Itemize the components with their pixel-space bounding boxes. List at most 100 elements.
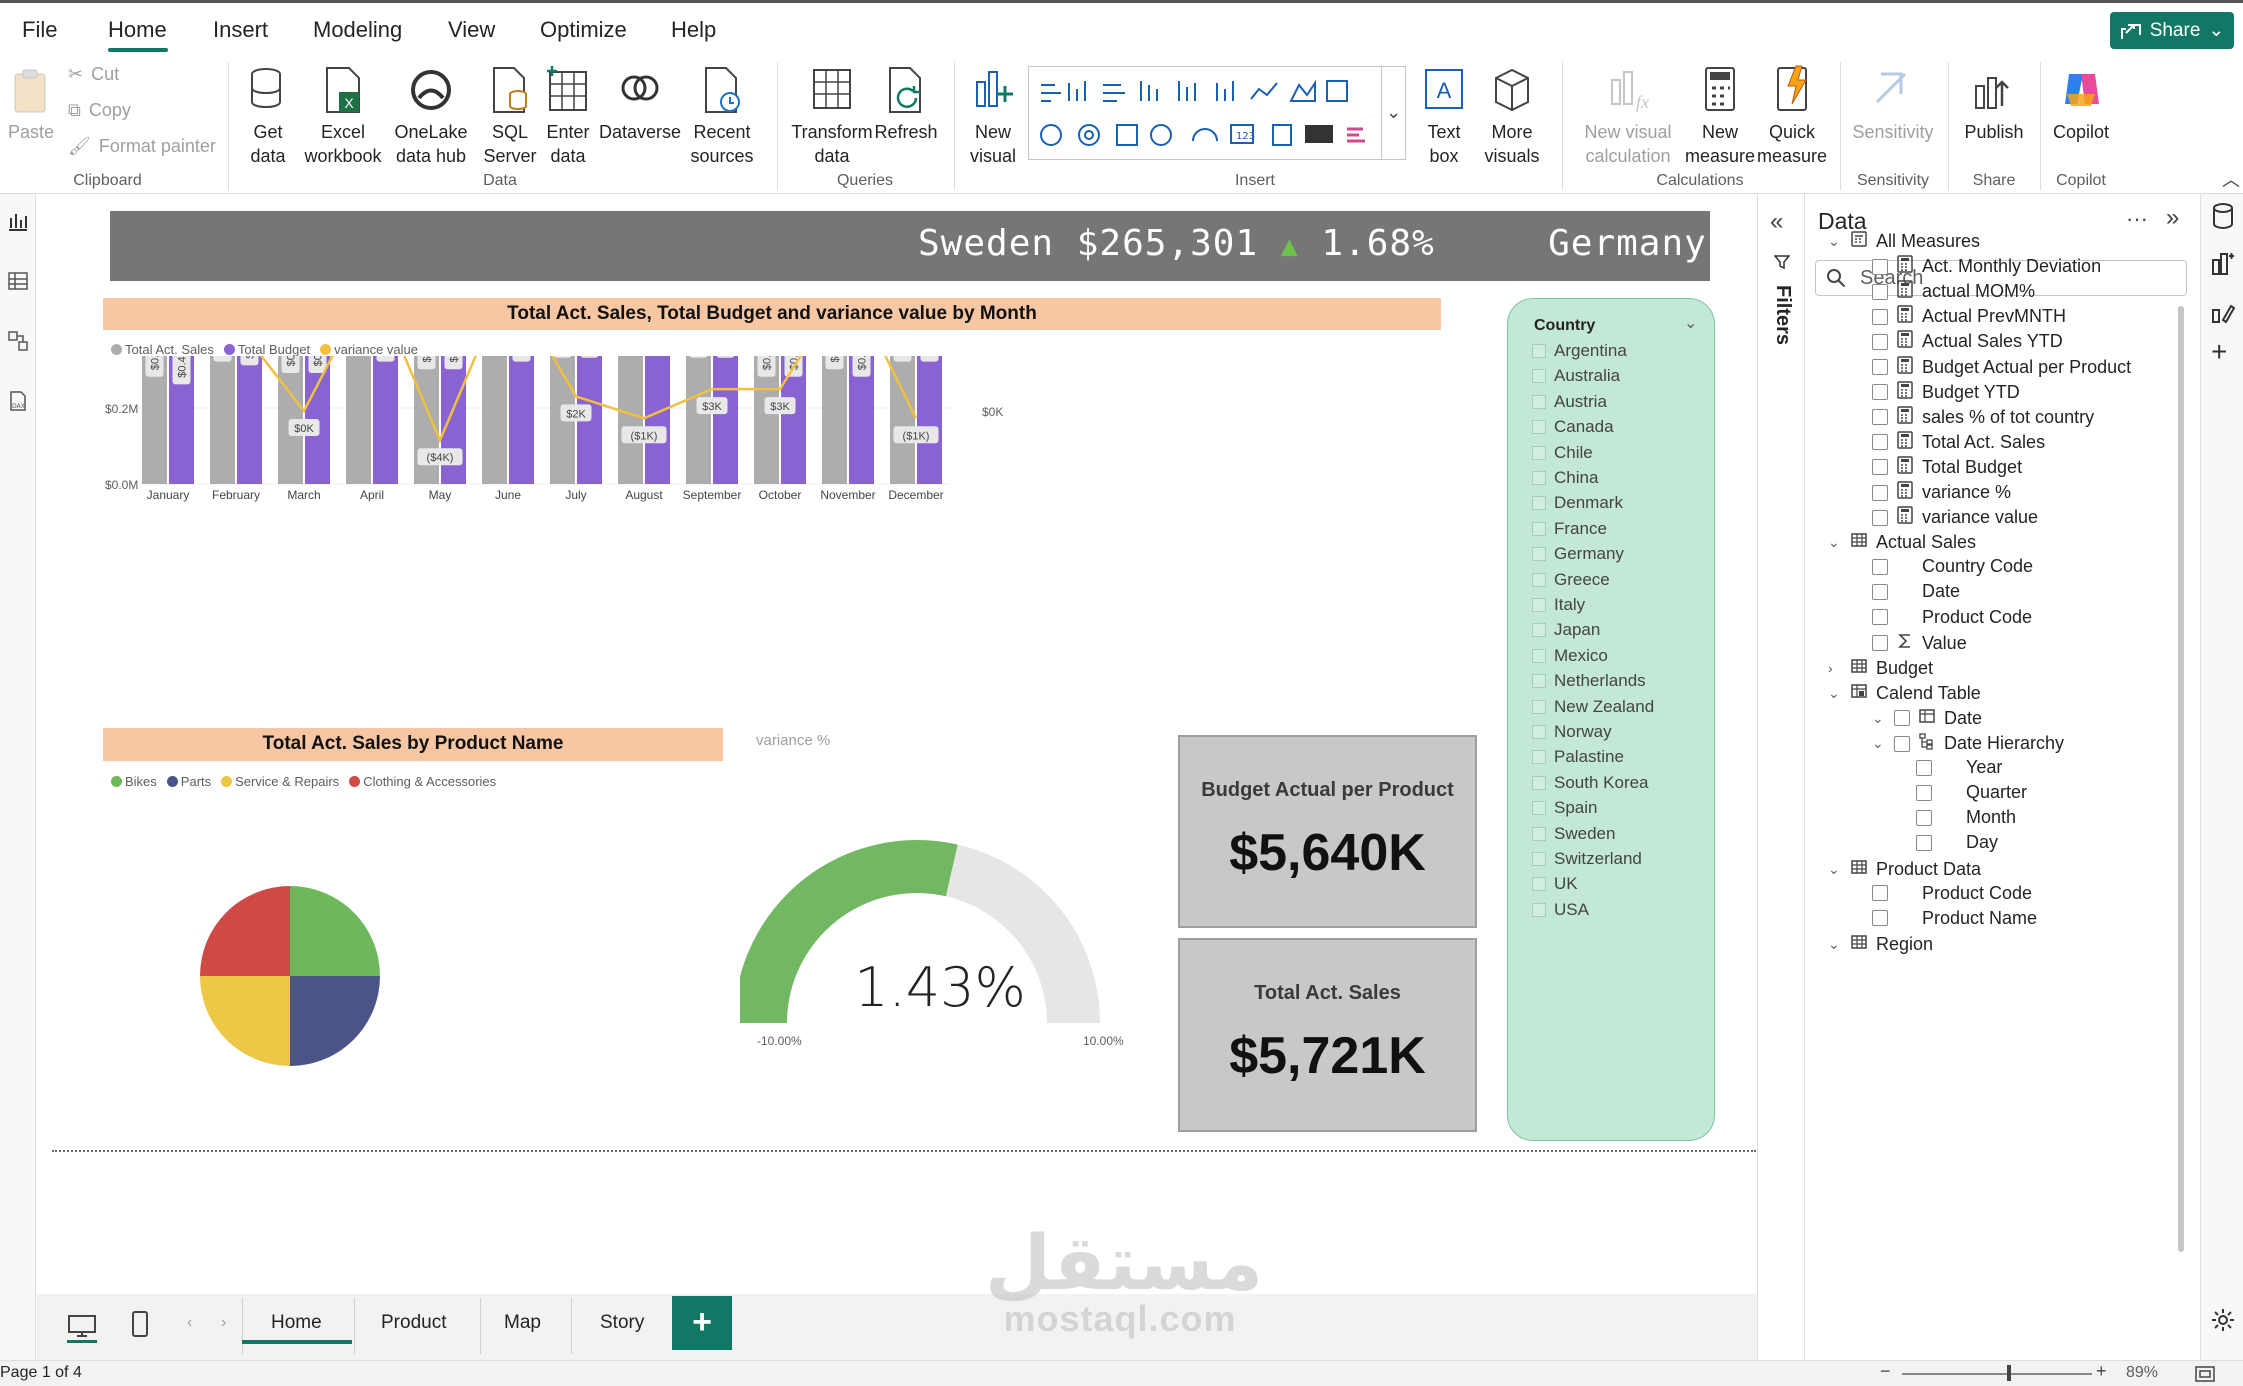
variance-value-line[interactable] xyxy=(168,356,918,444)
field-checkbox[interactable] xyxy=(1872,558,1888,575)
pie-slice[interactable] xyxy=(290,976,380,1066)
slicer-checkbox[interactable] xyxy=(1532,572,1546,587)
slicer-item[interactable]: Switzerland xyxy=(1532,849,1642,869)
zoom-in-icon[interactable]: + xyxy=(2096,1361,2107,1381)
add-pane-plus-icon[interactable]: + xyxy=(2211,336,2228,367)
sensitivity-button[interactable]: Sensitivity xyxy=(1848,64,1938,144)
slicer-checkbox[interactable] xyxy=(1532,496,1546,511)
menu-modeling[interactable]: Modeling xyxy=(313,17,403,42)
page-tab-map[interactable]: Map xyxy=(504,1312,541,1333)
slicer-checkbox[interactable] xyxy=(1532,852,1546,866)
data-pane-scrollbar[interactable] xyxy=(2178,306,2184,1252)
slicer-item[interactable]: Austria xyxy=(1532,392,1607,412)
data-tree-item[interactable]: ⌄ Date Hierarchy xyxy=(1872,732,2064,755)
desktop-layout-icon[interactable] xyxy=(67,1314,97,1338)
legend-item[interactable]: Clothing & Accessories xyxy=(349,774,496,789)
data-tree-item[interactable]: Actual PrevMNTH xyxy=(1872,305,2066,328)
new-visual-calculation-button[interactable]: fx New visual calculation xyxy=(1578,64,1678,168)
chevron-right-icon[interactable]: › xyxy=(1828,660,1833,677)
data-tree-item[interactable]: Value xyxy=(1872,632,1967,655)
field-checkbox[interactable] xyxy=(1872,583,1888,600)
bar-total-act-sales[interactable] xyxy=(482,356,507,484)
legend-item[interactable]: Total Act. Sales xyxy=(111,342,214,357)
chevron-down-icon[interactable]: ⌄ xyxy=(1872,735,1884,751)
chevron-down-icon[interactable]: ⌄ xyxy=(1828,935,1840,952)
data-tree-item[interactable]: variance value xyxy=(1872,506,2038,529)
report-view-icon[interactable] xyxy=(7,210,29,232)
paste-button[interactable]: Paste xyxy=(6,66,56,144)
legend-item[interactable]: Parts xyxy=(166,774,211,789)
zoom-slider-thumb[interactable] xyxy=(2007,1365,2011,1381)
build-visual-icon[interactable] xyxy=(2211,250,2235,276)
data-tree-item[interactable]: variance % xyxy=(1872,481,2011,504)
data-tree-item[interactable]: Quarter xyxy=(1916,782,2027,803)
slicer-item[interactable]: Japan xyxy=(1532,620,1600,640)
next-page-chevron-icon[interactable]: › xyxy=(221,1314,227,1331)
slicer-checkbox[interactable] xyxy=(1532,547,1546,562)
bar-total-act-sales[interactable] xyxy=(618,356,643,484)
slicer-checkbox[interactable] xyxy=(1532,394,1546,409)
slicer-item[interactable]: Argentina xyxy=(1532,341,1627,361)
format-visual-icon[interactable] xyxy=(2211,298,2235,324)
text-box-button[interactable]: A Text box xyxy=(1414,64,1474,168)
bar-total-act-sales[interactable] xyxy=(822,356,847,484)
field-checkbox[interactable] xyxy=(1872,283,1888,300)
field-checkbox[interactable] xyxy=(1872,384,1888,401)
slicer-checkbox[interactable] xyxy=(1532,344,1546,358)
data-tree-item[interactable]: ⌄ All Measures xyxy=(1828,230,1980,253)
bar-total-act-sales[interactable] xyxy=(686,356,711,484)
get-data-button[interactable]: Get data xyxy=(238,64,298,168)
gauge-chart[interactable] xyxy=(740,830,1140,1080)
data-tree-item[interactable]: ⌄ Product Data xyxy=(1828,858,1981,881)
menu-help[interactable]: Help xyxy=(671,17,717,42)
sql-server-button[interactable]: SQL Server xyxy=(482,64,538,168)
collapse-ribbon-chevron-icon[interactable]: ︿ xyxy=(2222,170,2240,190)
share-button[interactable]: Share ⌄ xyxy=(2110,12,2234,49)
bar-total-budget[interactable] xyxy=(237,356,262,484)
field-checkbox[interactable] xyxy=(1894,735,1910,752)
field-checkbox[interactable] xyxy=(1872,484,1888,501)
field-checkbox[interactable] xyxy=(1916,834,1932,851)
chevron-down-icon[interactable]: ⌄ xyxy=(1828,860,1840,877)
copilot-button[interactable]: Copilot xyxy=(2048,64,2114,144)
field-checkbox[interactable] xyxy=(1872,635,1888,652)
chevron-down-icon[interactable]: ⌄ xyxy=(1684,315,1698,332)
data-tree-item[interactable]: Total Act. Sales xyxy=(1872,431,2045,454)
add-page-button[interactable]: + xyxy=(672,1296,732,1350)
bar-total-act-sales[interactable] xyxy=(142,356,167,484)
data-tree-item[interactable]: › Budget xyxy=(1828,657,1933,680)
field-checkbox[interactable] xyxy=(1872,434,1888,451)
slicer-item[interactable]: Spain xyxy=(1532,798,1597,818)
slicer-item[interactable]: New Zealand xyxy=(1532,697,1654,717)
page-tab-product[interactable]: Product xyxy=(381,1312,447,1333)
chevron-down-icon[interactable]: ⌄ xyxy=(1828,233,1840,249)
menu-insert[interactable]: Insert xyxy=(213,17,269,42)
slicer-checkbox[interactable] xyxy=(1532,445,1546,460)
field-checkbox[interactable] xyxy=(1872,885,1888,902)
new-visual-button[interactable]: New visual xyxy=(962,64,1024,168)
slicer-item[interactable]: Chile xyxy=(1532,443,1593,463)
data-tree-item[interactable]: ⌄ Calend Table xyxy=(1828,682,1981,705)
zoom-slider[interactable] xyxy=(1902,1373,2092,1375)
slicer-item[interactable]: China xyxy=(1532,468,1598,488)
excel-workbook-button[interactable]: X Excel workbook xyxy=(300,64,386,168)
more-options-icon[interactable]: ··· xyxy=(2126,206,2148,231)
bar-total-act-sales[interactable] xyxy=(210,356,235,484)
pie-slice[interactable] xyxy=(200,886,290,976)
slicer-checkbox[interactable] xyxy=(1532,471,1546,485)
slicer-item[interactable]: Mexico xyxy=(1532,646,1608,666)
refresh-button[interactable]: Refresh xyxy=(874,64,938,144)
slicer-checkbox[interactable] xyxy=(1532,750,1546,765)
slicer-checkbox[interactable] xyxy=(1532,420,1546,435)
data-tree-item[interactable]: Actual Sales YTD xyxy=(1872,330,2063,353)
slicer-item[interactable]: Germany xyxy=(1532,544,1624,564)
table-view-icon[interactable] xyxy=(7,270,29,292)
field-checkbox[interactable] xyxy=(1872,308,1888,325)
slicer-item[interactable]: Norway xyxy=(1532,722,1612,742)
slicer-checkbox[interactable] xyxy=(1532,699,1546,714)
recent-sources-button[interactable]: Recent sources xyxy=(682,64,762,168)
mobile-layout-icon[interactable] xyxy=(131,1310,149,1338)
quick-measure-button[interactable]: Quick measure xyxy=(1756,64,1828,168)
chevron-down-icon[interactable]: ⌄ xyxy=(1872,709,1884,726)
new-measure-button[interactable]: New measure xyxy=(1684,64,1756,168)
